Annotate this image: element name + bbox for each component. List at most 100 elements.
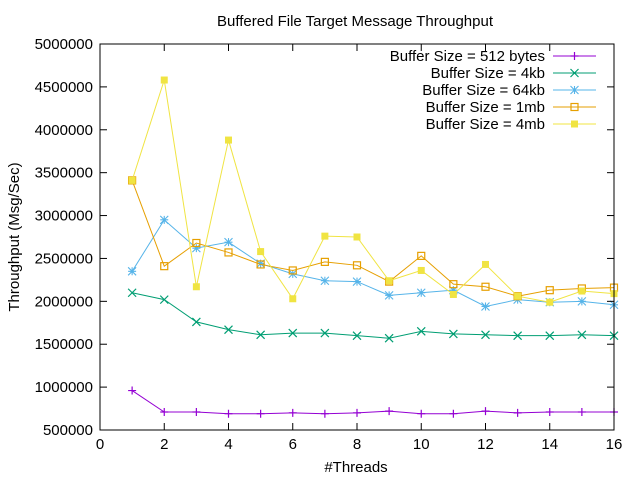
data-point [127,266,137,276]
series-buffer-size-512-bytes [128,386,618,418]
chart-title: Buffered File Target Message Throughput [217,13,494,30]
marker-shape [385,277,393,285]
data-point [192,238,201,248]
data-point [128,386,137,395]
x-tick-label: 10 [413,436,430,453]
data-point [416,288,426,298]
legend-label: Buffer Size = 4mb [426,116,545,133]
data-point [545,286,554,295]
data-point [288,328,298,338]
marker-stroke [481,407,490,416]
y-tick-label: 4000000 [35,122,93,139]
marker-shape [417,251,426,260]
marker-stroke [481,330,490,340]
marker-stroke [570,52,579,60]
marker-stroke [385,407,394,416]
data-point [449,409,458,418]
marker-stroke [570,85,579,95]
marker-shape [289,295,297,303]
legend-item: Buffer Size = 512 bytes [390,48,596,65]
marker-stroke [352,331,362,341]
marker-stroke [545,331,555,341]
marker-stroke [320,276,330,286]
marker-shape [449,280,458,289]
y-tick-label: 3000000 [35,208,93,225]
y-tick-label: 2500000 [35,250,93,267]
marker-stroke [128,386,137,395]
marker-stroke [159,295,169,305]
series-line [131,390,614,415]
legend-marker [571,120,578,128]
marker-shape [352,261,362,270]
data-point [288,408,297,417]
marker-stroke [577,407,586,416]
marker-shape [224,248,233,257]
marker-stroke [577,330,587,340]
data-point [577,407,586,416]
x-tick-label: 14 [541,436,558,453]
marker-stroke [570,68,579,78]
marker-shape [257,248,265,256]
marker-stroke [545,407,554,416]
data-point [160,76,168,84]
y-tick-label: 500000 [43,422,93,439]
data-point [385,407,394,416]
legend-item: Buffer Size = 1mb [426,99,596,116]
data-point [513,331,523,341]
marker-shape [128,176,136,184]
marker-stroke [127,288,137,298]
data-point [353,408,361,417]
y-tick-label: 3500000 [35,165,93,182]
marker-shape [482,260,489,268]
marker-stroke [513,331,523,341]
data-point [416,326,426,336]
marker-shape [288,266,297,275]
data-point [482,260,489,268]
data-point [545,407,554,416]
y-axis-title: Throughput (Msg/Sec) [6,162,23,311]
data-point [192,407,201,416]
data-point [417,251,426,260]
data-point [224,237,233,247]
data-point [320,257,329,266]
data-point [481,407,490,416]
data-point [448,285,458,295]
marker-shape [481,282,490,291]
data-point [159,215,169,225]
data-point [352,331,362,341]
data-point [384,290,394,300]
x-tick-label: 8 [353,436,361,453]
data-point [288,266,297,275]
y-tick-label: 1500000 [35,336,93,353]
marker-stroke [191,317,201,327]
marker-shape [256,260,265,269]
y-tick-label: 2000000 [35,293,93,310]
data-point [577,296,587,306]
data-point [417,409,426,418]
legend-marker [570,102,579,112]
legend-item: Buffer Size = 4kb [431,65,596,82]
marker-stroke [320,328,330,338]
marker-shape [571,120,578,128]
data-point [417,266,425,274]
data-point [481,302,490,311]
marker-shape [320,257,329,266]
data-point [481,282,490,291]
data-point [256,259,266,268]
marker-stroke [352,277,362,286]
marker-stroke [256,409,265,418]
marker-stroke [416,326,426,336]
y-tick-label: 5000000 [35,36,93,53]
data-point [384,333,394,343]
plot-series [127,76,619,418]
marker-shape [192,238,201,248]
marker-shape [546,298,554,306]
marker-stroke [513,408,522,417]
series-line [131,79,615,303]
data-point [481,330,490,340]
data-point [448,329,458,339]
marker-stroke [417,409,426,418]
data-point [352,277,362,286]
data-point [257,248,265,256]
